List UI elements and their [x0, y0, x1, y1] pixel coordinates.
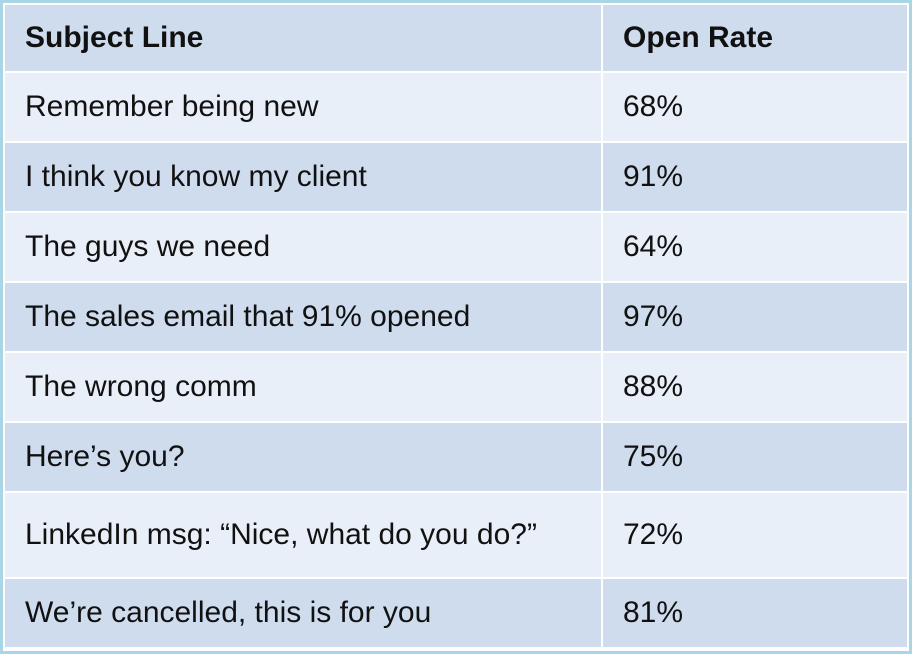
rate-cell: 72%	[601, 491, 909, 579]
table-row: The wrong comm 88%	[3, 351, 909, 423]
rate-cell: 91%	[601, 141, 909, 213]
subject-cell: The wrong comm	[3, 351, 603, 423]
table-row: The sales email that 91% opened 97%	[3, 281, 909, 353]
subject-cell: Here’s you?	[3, 421, 603, 493]
subject-cell: We’re cancelled, this is for you	[3, 577, 603, 649]
subject-cell: The sales email that 91% opened	[3, 281, 603, 353]
table-body: Remember being new 68% I think you know my…	[3, 71, 909, 649]
rate-cell: 75%	[601, 421, 909, 493]
table-row: Here’s you? 75%	[3, 421, 909, 493]
subject-cell: Remember being new	[3, 71, 603, 143]
subject-cell: I think you know my client	[3, 141, 603, 213]
table-row: The guys we need 64%	[3, 211, 909, 283]
rate-cell: 68%	[601, 71, 909, 143]
header-cell: Subject Line	[3, 3, 603, 73]
subject-table: Subject Line Open Rate Remember being ne…	[3, 3, 909, 649]
rate-cell: 81%	[601, 577, 909, 649]
subject-cell: The guys we need	[3, 211, 603, 283]
rate-cell: 64%	[601, 211, 909, 283]
table-row: LinkedIn msg: “Nice, what do you do?” 72%	[3, 491, 909, 579]
rate-cell: 88%	[601, 351, 909, 423]
header-row: Subject Line Open Rate	[3, 3, 909, 73]
table-row: We’re cancelled, this is for you 81%	[3, 577, 909, 649]
rate-cell: 97%	[601, 281, 909, 353]
table-row: I think you know my client 91%	[3, 141, 909, 213]
header-cell: Open Rate	[601, 3, 909, 73]
subject-cell: LinkedIn msg: “Nice, what do you do?”	[3, 491, 603, 579]
table-row: Remember being new 68%	[3, 71, 909, 143]
